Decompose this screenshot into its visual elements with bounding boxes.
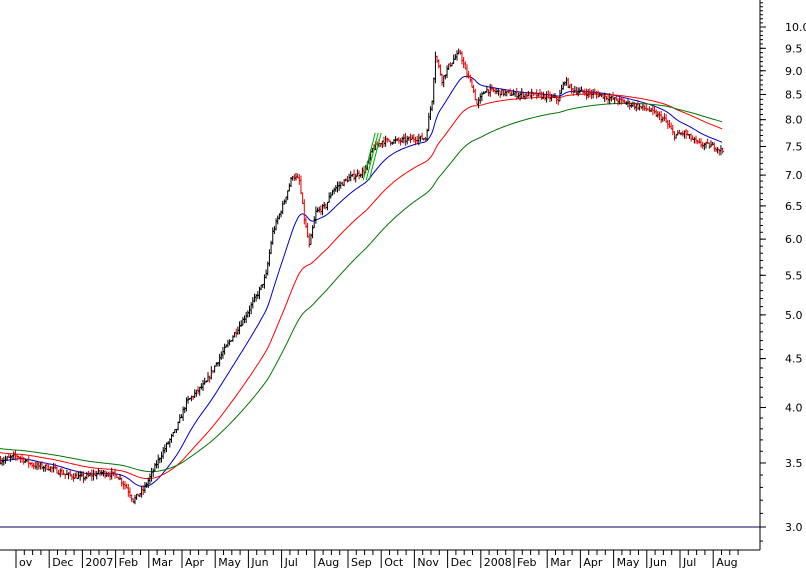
- moving-average-line-2: [0, 93, 723, 480]
- annotation-stroke: [368, 132, 382, 181]
- y-tick-label: 5.0: [785, 309, 803, 322]
- y-tick-label: 9.0: [785, 65, 803, 78]
- y-tick-label: 6.0: [785, 233, 803, 246]
- x-tick-label: Nov: [417, 556, 439, 569]
- y-tick-label: 9.5: [785, 42, 803, 55]
- x-tick-label: Feb: [119, 556, 138, 569]
- y-tick-label: 7.0: [785, 169, 803, 182]
- y-tick-label: 7.5: [785, 140, 803, 153]
- x-tick-label: May: [218, 556, 241, 569]
- x-tick-label: Jun: [649, 556, 667, 569]
- x-tick-label: Mar: [550, 556, 571, 569]
- x-tick-label: 2007: [85, 556, 113, 569]
- x-tick-label: Jul: [682, 556, 696, 569]
- y-tick-label: 4.0: [785, 402, 803, 415]
- x-tick-label: Dec: [52, 556, 73, 569]
- x-tick-label: Apr: [583, 556, 603, 569]
- y-tick-label: 8.5: [785, 88, 803, 101]
- x-tick-label: Feb: [517, 556, 536, 569]
- x-tick-label: Oct: [384, 556, 404, 569]
- y-tick-label: 4.5: [785, 353, 803, 366]
- annotation-layer: [362, 132, 382, 181]
- y-tick-label: 3.5: [785, 457, 803, 470]
- x-tick-label: Aug: [318, 556, 339, 569]
- y-tick-label: 3.0: [785, 521, 803, 534]
- y-tick-label: 6.5: [785, 200, 803, 213]
- y-tick-label: 5.5: [785, 269, 803, 282]
- x-tick-label: May: [617, 556, 640, 569]
- x-tick-label: Jul: [284, 556, 298, 569]
- annotation-stroke: [365, 132, 379, 181]
- x-tick-label: Sep: [351, 556, 372, 569]
- x-tick-label: Aug: [716, 556, 737, 569]
- x-tick-label: Jun: [250, 556, 268, 569]
- moving-average-line-3: [0, 102, 723, 473]
- moving-average-line-1: [0, 75, 723, 488]
- y-tick-label: 10.0: [785, 21, 806, 34]
- x-tick-label: Apr: [185, 556, 205, 569]
- x-tick-label: 2008: [484, 556, 512, 569]
- annotation-stroke: [362, 132, 376, 181]
- x-tick-label: ov: [19, 556, 33, 569]
- price-bars-layer: [0, 48, 725, 505]
- x-tick-label: Dec: [451, 556, 472, 569]
- y-tick-label: 8.0: [785, 114, 803, 127]
- moving-average-layer: [0, 75, 723, 488]
- x-tick-label: Mar: [152, 556, 173, 569]
